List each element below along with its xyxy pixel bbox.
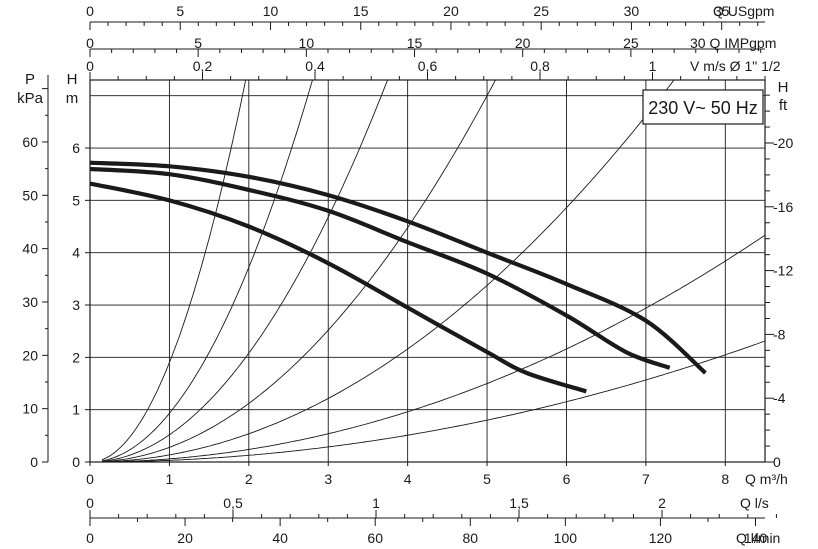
y-axis-label-top: H (67, 71, 78, 88)
lmin-tick-label: 60 (367, 530, 383, 546)
pump-curve-speed-1 (89, 160, 707, 375)
impgpm-tick-label: 0 (86, 35, 94, 51)
x-tick-label: 7 (642, 471, 650, 487)
lmin-tick-label: 20 (177, 530, 193, 546)
x-axis-label: Q m³/h (745, 471, 788, 487)
x-tick-label: 0 (86, 471, 94, 487)
usgpm-tick-label: 5 (176, 3, 184, 19)
impgpm-tick-label: 10 (299, 35, 315, 51)
impgpm-tick-label: 20 (515, 35, 531, 51)
x-tick-label: 4 (404, 471, 412, 487)
usgpm-axis-label: Q USgpm (713, 3, 774, 19)
system-curve (101, 79, 313, 462)
performance-curves-layer (89, 160, 707, 394)
x-tick-label: 3 (324, 471, 332, 487)
ft-tick-label: -8 (773, 326, 786, 342)
kpa-axis-label-top: P (25, 71, 35, 88)
x-tick-label: 6 (563, 471, 571, 487)
pump-curve-speed-2 (89, 166, 671, 370)
impgpm-axis-label: 30 Q IMPgpm (690, 35, 776, 51)
system-curve (101, 79, 388, 462)
lmin-axis-label: Q l/min (736, 530, 780, 546)
system-curve (101, 340, 766, 463)
lmin-tick-label: 120 (649, 530, 673, 546)
impgpm-tick-label: 5 (194, 35, 202, 51)
axes-layer (42, 21, 777, 526)
x-tick-label: 2 (245, 471, 253, 487)
velocity-tick-label: 1 (649, 58, 657, 74)
velocity-tick-label: 0 (86, 58, 94, 74)
kpa-tick-label: 60 (22, 134, 38, 150)
lmin-tick-label: 0 (86, 530, 94, 546)
impgpm-tick-label: 15 (407, 35, 423, 51)
system-curves-layer (101, 79, 766, 463)
ls-tick-label: 0,5 (223, 495, 243, 511)
ft-axis-label-bottom: ft (779, 97, 788, 114)
pump-curve-speed-3 (89, 181, 587, 394)
system-curve (101, 234, 766, 463)
y-axis-label-bottom: m (66, 90, 79, 107)
x-tick-label: 8 (721, 471, 729, 487)
y-tick-label: 5 (72, 192, 80, 208)
x-tick-label: 5 (483, 471, 491, 487)
ft-axis-label-top: H (778, 79, 789, 96)
ls-tick-label: 0 (86, 495, 94, 511)
ft-tick-label: -20 (773, 135, 793, 151)
voltage-badge: 230 V~ 50 Hz (642, 89, 764, 125)
plot-frame (89, 79, 766, 463)
ls-axis-label: Q l/s (740, 495, 769, 511)
lmin-tick-label: 140 (744, 530, 768, 546)
ft-tick-label: -4 (773, 390, 786, 406)
ft-tick-label: -16 (773, 199, 793, 215)
system-curve (101, 79, 675, 463)
x-tick-label: 1 (166, 471, 174, 487)
voltage-badge-label: 230 V~ 50 Hz (648, 98, 758, 118)
kpa-tick-label: 50 (22, 187, 38, 203)
voltage-badge-box (642, 89, 764, 125)
y-tick-label: 6 (72, 140, 80, 156)
y-tick-label: 0 (72, 454, 80, 470)
usgpm-tick-label: 10 (263, 3, 279, 19)
kpa-tick-label: 20 (22, 347, 38, 363)
usgpm-tick-label: 25 (533, 3, 549, 19)
velocity-tick-label: 0,6 (418, 58, 438, 74)
velocity-tick-label: 0,8 (530, 58, 550, 74)
lmin-tick-label: 100 (554, 530, 578, 546)
usgpm-tick-label: 30 (624, 3, 640, 19)
ft-tick-label: -12 (773, 263, 793, 279)
y-tick-label: 3 (72, 297, 80, 313)
system-curve (101, 79, 247, 461)
impgpm-tick-label: 25 (623, 35, 639, 51)
ls-tick-label: 1 (372, 495, 380, 511)
kpa-tick-label: 30 (22, 294, 38, 310)
velocity-axis-label: V m/s Ø 1" 1/2 (690, 58, 781, 74)
usgpm-tick-label: 35 (714, 3, 730, 19)
lmin-tick-label: 80 (462, 530, 478, 546)
ls-tick-label: 2 (658, 495, 666, 511)
velocity-tick-label: 0,4 (305, 58, 325, 74)
usgpm-tick-label: 0 (86, 3, 94, 19)
y-tick-label: 2 (72, 349, 80, 365)
kpa-tick-label: 10 (22, 401, 38, 417)
ft-tick-label: 0 (773, 454, 781, 470)
grid-layer (89, 79, 766, 463)
y-tick-label: 1 (72, 402, 80, 418)
velocity-tick-label: 0,2 (193, 58, 213, 74)
kpa-tick-label: 40 (22, 241, 38, 257)
kpa-tick-label: 0 (30, 454, 38, 470)
usgpm-tick-label: 20 (443, 3, 459, 19)
system-curve (101, 79, 496, 463)
usgpm-tick-label: 15 (353, 3, 369, 19)
y-tick-label: 4 (72, 245, 80, 261)
ls-tick-label: 1,5 (509, 495, 529, 511)
kpa-axis-label-bottom: kPa (17, 90, 44, 107)
lmin-tick-label: 40 (272, 530, 288, 546)
